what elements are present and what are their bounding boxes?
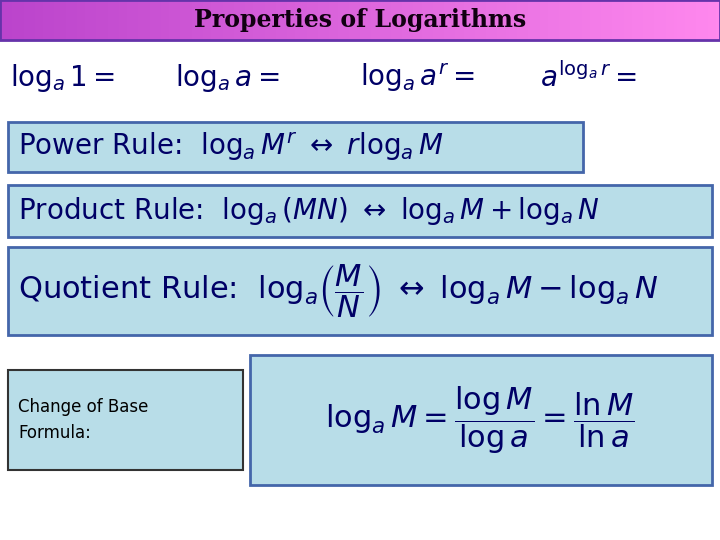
- Text: $\log_{a}M=\dfrac{\log M}{\log a}=\dfrac{\ln M}{\ln a}$: $\log_{a}M=\dfrac{\log M}{\log a}=\dfrac…: [325, 384, 635, 456]
- Text: Properties of Logarithms: Properties of Logarithms: [194, 8, 526, 32]
- Text: Power Rule:  $\log_{a}M^{r}\ \leftrightarrow\ r\log_{a}M$: Power Rule: $\log_{a}M^{r}\ \leftrightar…: [18, 131, 444, 163]
- Text: $\log_{a}a=$: $\log_{a}a=$: [175, 62, 279, 94]
- Bar: [8, 122, 583, 172]
- Bar: [8, 247, 712, 335]
- Bar: [8, 370, 243, 470]
- Text: Change of Base
Formula:: Change of Base Formula:: [18, 398, 148, 442]
- Text: $\log_{a}1=$: $\log_{a}1=$: [10, 62, 115, 94]
- Bar: [8, 185, 712, 237]
- Text: Quotient Rule:  $\log_{a}\!\left(\dfrac{M}{N}\right)\ \leftrightarrow\ \log_{a}M: Quotient Rule: $\log_{a}\!\left(\dfrac{M…: [18, 262, 659, 320]
- Text: $\log_{a}a^{r}=$: $\log_{a}a^{r}=$: [360, 62, 474, 94]
- Text: Product Rule:  $\log_{a}(MN)\ \leftrightarrow\ \log_{a}M+\log_{a}N$: Product Rule: $\log_{a}(MN)\ \leftrighta…: [18, 195, 600, 227]
- Bar: [250, 355, 712, 485]
- Bar: [0, 0, 720, 40]
- Text: $a^{\log_{a}r}=$: $a^{\log_{a}r}=$: [540, 63, 636, 93]
